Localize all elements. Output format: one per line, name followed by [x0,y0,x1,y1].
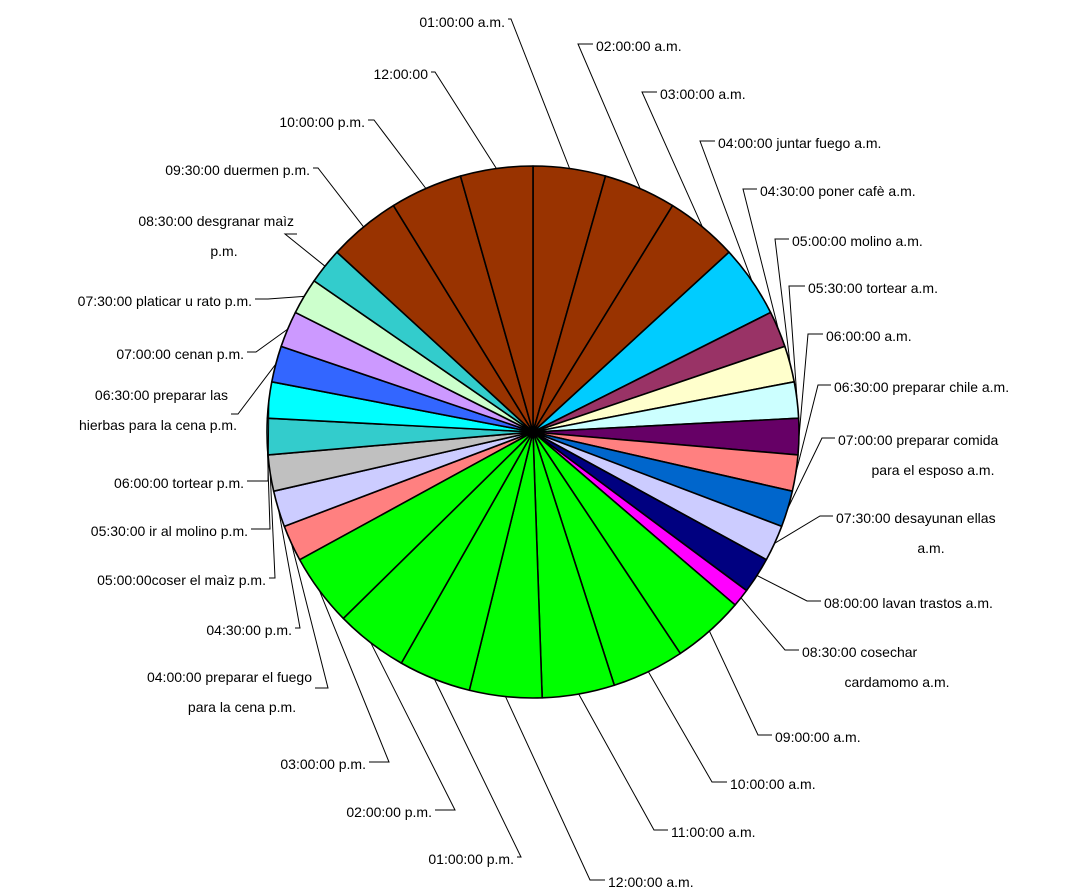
slice-label: para la cena p.m. [188,699,296,715]
slice-label: cardamomo a.m. [844,674,949,690]
slice-label: 05:30:00 ir al molino p.m. [91,523,248,539]
label-leader-line [247,328,288,353]
label-leader-line [756,575,821,602]
label-leader-line [708,630,772,736]
label-leader-line [231,363,277,415]
slice-label: 01:00:00 a.m. [419,14,505,30]
slice-label: 02:00:00 p.m. [346,804,432,820]
slice-label: 12:00:00 a.m. [608,874,694,890]
label-leader-line [283,233,326,267]
label-leader-line [798,333,823,437]
label-leader-line [247,399,270,482]
slice-label: para el esposo a.m. [872,462,995,478]
label-leader-line [647,671,727,783]
slice-label: p.m. [210,243,237,259]
label-leader-line [251,436,271,530]
slice-label: 08:30:00 cosechar [802,644,918,660]
label-leader-line [577,43,641,189]
slice-label: 08:00:00 lavan trastos a.m. [824,595,993,611]
label-leader-line [290,543,329,689]
label-leader-line [578,693,668,831]
slice-label: 03:00:00 p.m. [280,756,366,772]
slice-label: 08:30:00 desgranar maìz [138,213,294,229]
label-leader-line [368,119,427,189]
pie-slice [459,165,534,433]
pie-slices [266,165,800,699]
slice-label: 11:00:00 a.m. [671,824,756,840]
label-leader-line [740,597,799,651]
label-leader-line [774,515,833,544]
label-leader-line [505,696,605,881]
slice-label: 05:00:00coser el maìz p.m. [97,572,266,588]
slice-label: 07:30:00 platicar u rato p.m. [78,293,252,309]
slice-label: 09:30:00 duermen p.m. [165,162,310,178]
label-leader-line [255,295,305,300]
slice-labels: 01:00:00 a.m. 02:00:00 a.m. 03:00:00 a.m. 0… [78,14,1009,890]
label-leader-lines [231,18,835,881]
label-leader-line [774,238,791,364]
slice-label: 06:00:00 a.m. [826,328,912,344]
slice-label: 07:30:00 desayunan ellas [836,510,996,526]
slice-label: 04:00:00 preparar el fuego [147,669,312,685]
slice-label: 07:00:00 preparar comida [838,432,999,448]
label-leader-line [433,678,522,858]
slice-label: 06:30:00 preparar chile a.m. [834,379,1009,395]
slice-label: 10:00:00 p.m. [279,114,365,130]
label-leader-line [370,642,456,811]
slice-label: 12:00:00 [374,66,429,82]
slice-label: a.m. [917,540,944,556]
label-leader-line [431,71,497,169]
slice-label: hierbas para la cena p.m. [79,417,237,433]
label-leader-line [313,167,364,228]
slice-label: 04:30:00 p.m. [206,622,292,638]
slice-label: 05:00:00 molino a.m. [792,233,923,249]
label-leader-line [277,508,301,629]
slice-label: 03:00:00 a.m. [660,86,746,102]
label-leader-line [742,188,779,330]
label-leader-line [641,91,703,228]
slice-label: 07:00:00 cenan p.m. [116,346,244,362]
label-leader-line [788,285,805,400]
slice-label: 01:00:00 p.m. [428,851,514,867]
label-leader-line [795,384,831,474]
slice-label: 10:00:00 a.m. [730,776,816,792]
label-leader-line [269,473,276,579]
label-leader-line [787,437,835,510]
slice-label: 02:00:00 a.m. [596,38,682,54]
slice-label: 04:00:00 juntar fuego a.m. [718,135,881,151]
slice-label: 05:30:00 tortear a.m. [808,280,938,296]
slice-label: 06:30:00 preparar las [95,387,228,403]
slice-label: 04:30:00 poner cafè a.m. [760,183,916,199]
label-leader-line [318,590,390,763]
label-leader-line [508,18,571,169]
label-leader-line [699,140,753,282]
slice-label: 09:00:00 a.m. [775,729,861,745]
slice-label: 06:00:00 tortear p.m. [114,475,244,491]
